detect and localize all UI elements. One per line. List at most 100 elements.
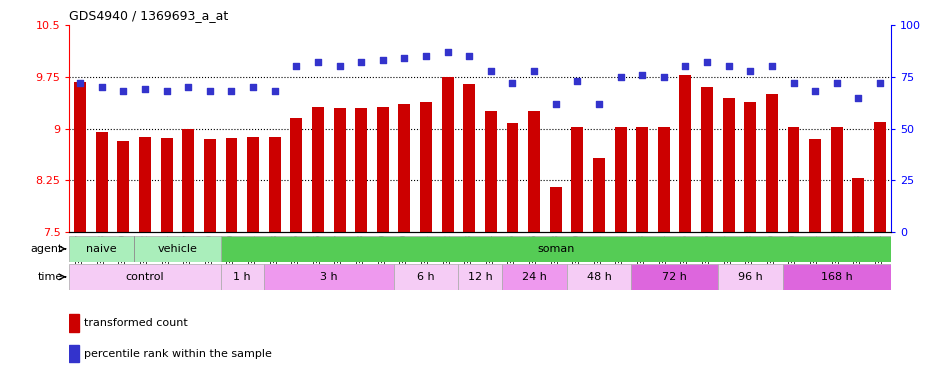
Point xyxy=(592,101,607,107)
Bar xyxy=(355,108,367,232)
Point xyxy=(419,53,434,59)
Bar xyxy=(745,103,757,232)
Point xyxy=(181,84,196,90)
Bar xyxy=(507,123,518,232)
Point xyxy=(505,80,520,86)
Point xyxy=(246,84,261,90)
Point xyxy=(808,88,822,94)
Text: 48 h: 48 h xyxy=(586,272,611,282)
Bar xyxy=(161,137,173,232)
Bar xyxy=(485,111,497,232)
Point xyxy=(678,63,693,70)
Point xyxy=(872,80,887,86)
Bar xyxy=(459,264,501,290)
Text: naive: naive xyxy=(86,244,117,254)
Point xyxy=(570,78,585,84)
Point xyxy=(376,57,390,63)
Text: GDS4940 / 1369693_a_at: GDS4940 / 1369693_a_at xyxy=(69,9,228,22)
Point xyxy=(311,59,326,65)
Bar xyxy=(69,236,134,262)
Bar xyxy=(74,82,86,232)
Bar xyxy=(269,137,280,232)
Point xyxy=(722,63,736,70)
Bar xyxy=(766,94,778,232)
Text: 12 h: 12 h xyxy=(468,272,492,282)
Bar xyxy=(701,87,713,232)
Point xyxy=(526,68,541,74)
Bar xyxy=(442,77,453,232)
Bar xyxy=(853,179,864,232)
Bar xyxy=(874,122,886,232)
Point xyxy=(203,88,217,94)
Point xyxy=(699,59,714,65)
Point xyxy=(94,84,109,90)
Point xyxy=(159,88,174,94)
Point xyxy=(743,68,758,74)
Point xyxy=(440,49,455,55)
Bar xyxy=(69,264,221,290)
Bar xyxy=(463,84,475,232)
Bar xyxy=(632,264,718,290)
Bar xyxy=(809,139,821,232)
Text: 168 h: 168 h xyxy=(820,272,853,282)
Point xyxy=(484,68,499,74)
Bar xyxy=(658,127,670,232)
Bar xyxy=(718,264,783,290)
Point xyxy=(786,80,801,86)
Point xyxy=(613,74,628,80)
Point xyxy=(116,88,130,94)
Text: 72 h: 72 h xyxy=(662,272,687,282)
Bar xyxy=(549,187,561,232)
Text: transformed count: transformed count xyxy=(84,318,188,328)
Bar xyxy=(226,137,238,232)
Bar xyxy=(312,106,324,232)
Bar xyxy=(614,127,626,232)
Point xyxy=(397,55,412,61)
Text: percentile rank within the sample: percentile rank within the sample xyxy=(84,349,272,359)
Bar xyxy=(680,75,691,232)
Bar xyxy=(182,129,194,232)
Bar xyxy=(636,127,648,232)
Point xyxy=(138,86,153,92)
Point xyxy=(332,63,347,70)
Text: 3 h: 3 h xyxy=(320,272,338,282)
Bar xyxy=(528,111,540,232)
Point xyxy=(224,88,239,94)
Bar xyxy=(783,264,891,290)
Bar xyxy=(290,118,302,232)
Bar xyxy=(134,236,221,262)
Bar xyxy=(831,127,843,232)
Bar xyxy=(394,264,459,290)
Bar xyxy=(139,137,151,232)
Point xyxy=(267,88,282,94)
Text: control: control xyxy=(126,272,165,282)
Text: 96 h: 96 h xyxy=(738,272,762,282)
Bar xyxy=(501,264,566,290)
Bar xyxy=(204,139,216,232)
Text: time: time xyxy=(38,272,63,282)
Bar xyxy=(334,108,346,232)
Point xyxy=(549,101,563,107)
Bar xyxy=(221,236,891,262)
Text: agent: agent xyxy=(31,244,63,254)
Text: 6 h: 6 h xyxy=(417,272,435,282)
Bar xyxy=(593,158,605,232)
Point xyxy=(462,53,476,59)
Bar xyxy=(376,106,388,232)
Bar xyxy=(787,127,799,232)
Bar xyxy=(399,104,411,232)
Bar xyxy=(69,345,80,362)
Bar xyxy=(566,264,632,290)
Text: 1 h: 1 h xyxy=(233,272,251,282)
Bar xyxy=(420,103,432,232)
Bar xyxy=(117,141,130,232)
Bar xyxy=(96,132,107,232)
Bar xyxy=(247,137,259,232)
Point xyxy=(830,80,845,86)
Point xyxy=(73,80,88,86)
Bar xyxy=(572,127,584,232)
Point xyxy=(289,63,303,70)
Text: vehicle: vehicle xyxy=(157,244,197,254)
Point xyxy=(851,94,866,101)
Text: soman: soman xyxy=(537,244,574,254)
